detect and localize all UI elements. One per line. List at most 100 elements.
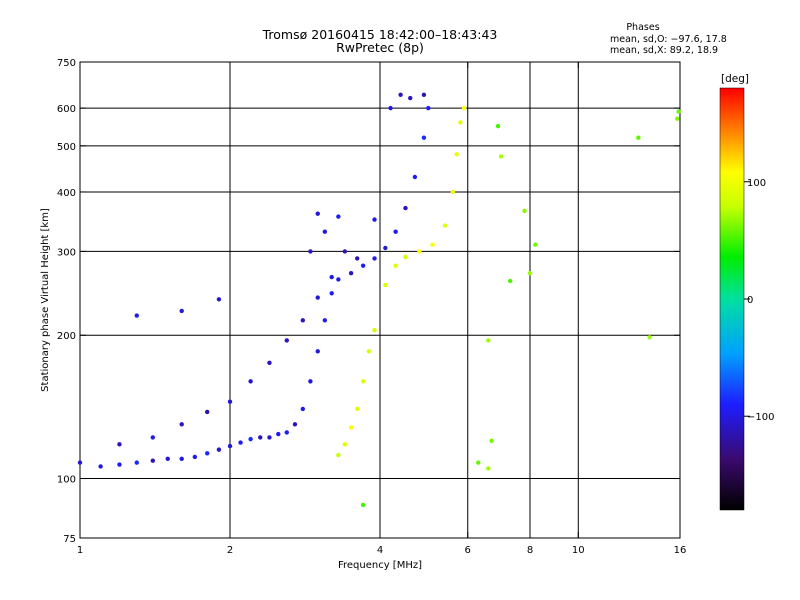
- data-point: [258, 435, 263, 440]
- data-point: [393, 263, 398, 268]
- data-point: [360, 263, 366, 268]
- data-point: [336, 277, 341, 282]
- y-tick-label: 600: [57, 104, 76, 115]
- data-points: [77, 92, 681, 508]
- data-point: [676, 109, 681, 114]
- x-tick-label: 16: [674, 545, 687, 556]
- data-point: [134, 460, 139, 465]
- data-point: [533, 242, 538, 247]
- data-point: [308, 249, 313, 254]
- data-point: [430, 242, 435, 247]
- data-point: [458, 120, 463, 125]
- y-tick-label: 300: [57, 247, 76, 258]
- data-point: [179, 308, 184, 314]
- data-point: [284, 338, 289, 343]
- data-point: [315, 295, 320, 300]
- data-point: [522, 208, 527, 214]
- data-point: [426, 105, 431, 111]
- colorbar: [719, 87, 745, 511]
- data-point: [495, 123, 501, 129]
- data-point: [454, 152, 459, 157]
- colorbar-tick-label: 100: [747, 178, 766, 189]
- data-point: [150, 458, 156, 463]
- data-point: [117, 462, 122, 467]
- data-point: [117, 442, 122, 447]
- data-point: [336, 452, 341, 458]
- x-tick-label: 10: [572, 545, 585, 556]
- data-point: [442, 223, 448, 228]
- x-axis-label: Frequency [MHz]: [338, 560, 422, 571]
- data-point: [366, 349, 372, 354]
- data-point: [315, 211, 320, 216]
- data-point: [393, 229, 398, 234]
- data-point: [421, 135, 427, 140]
- y-tick-label: 750: [57, 58, 76, 69]
- phase-info-o-line: mean, sd,O: −97.6, 17.8: [610, 34, 727, 45]
- x-tick-label: 1: [77, 545, 83, 556]
- data-point: [248, 379, 253, 384]
- y-tick-label: 100: [57, 475, 76, 486]
- data-point: [216, 297, 222, 302]
- data-point: [134, 313, 139, 318]
- data-point: [227, 443, 233, 449]
- data-point: [192, 454, 198, 460]
- colorbar-tick-label: −100: [747, 412, 774, 423]
- data-point: [348, 425, 354, 430]
- data-point: [150, 435, 156, 440]
- data-point: [329, 291, 334, 296]
- data-point: [77, 460, 83, 465]
- data-point: [498, 154, 504, 159]
- data-point: [476, 460, 481, 465]
- data-point: [489, 438, 494, 444]
- data-point: [527, 271, 533, 276]
- y-tick-label: 400: [57, 188, 76, 199]
- y-tick-label: 500: [57, 142, 76, 153]
- x-tick-label: 2: [227, 545, 233, 556]
- data-point: [300, 406, 306, 412]
- chart-title: Tromsø 20160415 18:42:00–18:43:43: [262, 27, 498, 42]
- data-point: [647, 335, 652, 340]
- data-point: [284, 430, 289, 435]
- data-point: [507, 278, 513, 284]
- data-point: [348, 271, 354, 276]
- data-point: [383, 282, 388, 288]
- data-point: [398, 92, 403, 97]
- data-point: [98, 464, 103, 469]
- data-point: [308, 379, 313, 384]
- data-point: [372, 217, 377, 222]
- data-point: [421, 92, 427, 97]
- data-point: [486, 338, 491, 343]
- data-point: [336, 214, 341, 219]
- y-axis-label: Stationary phase Virtual Height [km]: [40, 208, 51, 392]
- x-tick-label: 8: [527, 545, 533, 556]
- data-point: [227, 399, 233, 404]
- colorbar-label: [deg]: [721, 73, 749, 85]
- data-point: [450, 189, 456, 195]
- data-point: [354, 256, 360, 261]
- data-point: [300, 318, 306, 323]
- data-point: [216, 447, 222, 452]
- data-point: [315, 349, 320, 354]
- y-tick-label: 75: [63, 534, 76, 545]
- chart-subtitle: RwPretec (8p): [336, 40, 424, 55]
- data-point: [360, 502, 366, 508]
- data-point: [403, 205, 408, 211]
- data-point: [267, 360, 272, 366]
- phase-info-heading: Phases: [626, 22, 659, 33]
- data-point: [675, 116, 680, 121]
- data-point: [165, 456, 170, 462]
- data-point: [408, 95, 413, 101]
- data-point: [179, 456, 184, 462]
- data-point: [267, 435, 272, 440]
- data-point: [329, 274, 334, 280]
- data-point: [360, 379, 366, 384]
- data-point: [372, 327, 377, 333]
- x-tick-label: 6: [465, 545, 471, 556]
- data-point: [486, 466, 491, 471]
- data-point: [238, 440, 243, 445]
- data-point: [342, 249, 348, 254]
- data-point: [388, 105, 393, 111]
- x-tick-label: 4: [377, 545, 383, 556]
- data-point: [354, 406, 360, 412]
